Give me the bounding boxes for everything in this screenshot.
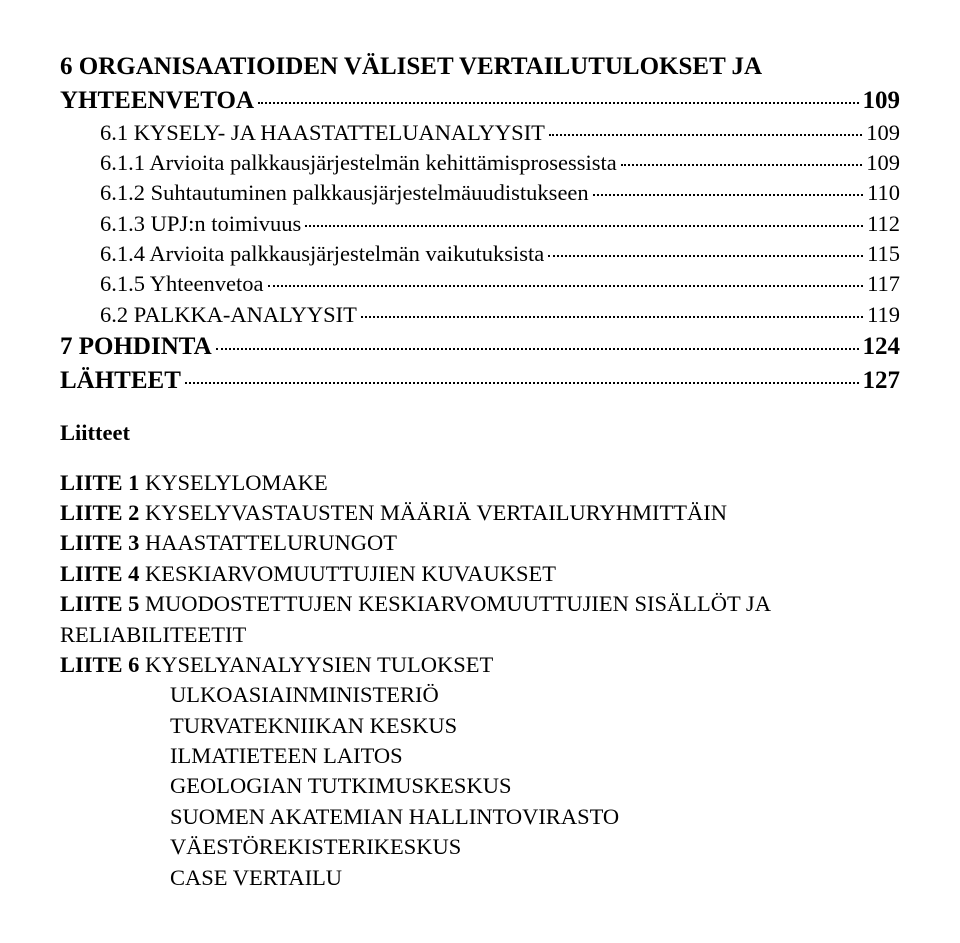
toc-label: 6 ORGANISAATIOIDEN VÄLISET VERTAILUTULOK… — [60, 50, 762, 84]
attachment-text: ULKOASIAINMINISTERIÖ — [170, 682, 439, 707]
attachment-line: GEOLOGIAN TUTKIMUSKESKUS — [60, 771, 900, 801]
toc-leader — [258, 102, 858, 104]
attachments-heading: Liitteet — [60, 420, 900, 446]
toc-page: 115 — [867, 239, 900, 269]
toc-row: YHTEENVETOA 109 — [60, 84, 900, 118]
attachment-text: ILMATIETEEN LAITOS — [170, 743, 403, 768]
attachment-text: VÄESTÖREKISTERIKESKUS — [170, 834, 461, 859]
attachment-line: TURVATEKNIIKAN KESKUS — [60, 711, 900, 741]
attachment-line: VÄESTÖREKISTERIKESKUS — [60, 832, 900, 862]
attachment-text: TURVATEKNIIKAN KESKUS — [170, 713, 457, 738]
toc-leader — [361, 316, 863, 318]
toc-leader — [621, 164, 862, 166]
attachment-prefix: LIITE 4 — [60, 561, 139, 586]
toc-page: 109 — [866, 118, 900, 148]
toc-page: 117 — [867, 269, 900, 299]
toc-leader — [216, 348, 859, 350]
toc-label: 6.1.5 Yhteenvetoa — [100, 269, 264, 299]
toc-row: 6 ORGANISAATIOIDEN VÄLISET VERTAILUTULOK… — [60, 50, 900, 84]
attachment-text: HAASTATTELURUNGOT — [139, 530, 397, 555]
attachment-line: ULKOASIAINMINISTERIÖ — [60, 680, 900, 710]
toc-page: 112 — [867, 209, 900, 239]
attachment-line: LIITE 3 HAASTATTELURUNGOT — [60, 528, 900, 558]
toc-page: 119 — [867, 300, 900, 330]
attachment-text: KYSELYLOMAKE — [139, 470, 327, 495]
attachment-text: KESKIARVOMUUTTUJIEN KUVAUKSET — [139, 561, 556, 586]
toc-leader — [185, 382, 859, 384]
toc-row: 6.1.4 Arvioita palkkausjärjestelmän vaik… — [60, 239, 900, 269]
attachment-text: MUODOSTETTUJEN KESKIARVOMUUTTUJIEN SISÄL… — [139, 591, 771, 616]
toc-page: 124 — [863, 330, 901, 364]
toc-label: 6.2 PALKKA-ANALYYSIT — [100, 300, 357, 330]
toc-label: LÄHTEET — [60, 364, 181, 398]
table-of-contents: 6 ORGANISAATIOIDEN VÄLISET VERTAILUTULOK… — [60, 50, 900, 398]
toc-row: LÄHTEET 127 — [60, 364, 900, 398]
attachment-line: ILMATIETEEN LAITOS — [60, 741, 900, 771]
attachment-line: LIITE 4 KESKIARVOMUUTTUJIEN KUVAUKSET — [60, 559, 900, 589]
attachment-text: SUOMEN AKATEMIAN HALLINTOVIRASTO — [170, 804, 619, 829]
attachment-line: LIITE 6 KYSELYANALYYSIEN TULOKSET — [60, 650, 900, 680]
toc-label: 6.1 KYSELY- JA HAASTATTELUANALYYSIT — [100, 118, 545, 148]
attachment-prefix: LIITE 3 — [60, 530, 139, 555]
toc-label: 7 POHDINTA — [60, 330, 212, 364]
toc-label: 6.1.2 Suhtautuminen palkkausjärjestelmäu… — [100, 178, 589, 208]
toc-row: 7 POHDINTA 124 — [60, 330, 900, 364]
attachment-text: KYSELYVASTAUSTEN MÄÄRIÄ VERTAILURYHMITTÄ… — [139, 500, 727, 525]
toc-leader — [549, 134, 862, 136]
attachment-text: RELIABILITEETIT — [60, 622, 246, 647]
attachment-text: CASE VERTAILU — [170, 865, 342, 890]
toc-page: 127 — [863, 364, 901, 398]
toc-page: 110 — [867, 178, 900, 208]
attachment-prefix: LIITE 1 — [60, 470, 139, 495]
toc-label: 6.1.3 UPJ:n toimivuus — [100, 209, 301, 239]
toc-label: 6.1.4 Arvioita palkkausjärjestelmän vaik… — [100, 239, 544, 269]
toc-label: 6.1.1 Arvioita palkkausjärjestelmän kehi… — [100, 148, 617, 178]
attachment-line: LIITE 2 KYSELYVASTAUSTEN MÄÄRIÄ VERTAILU… — [60, 498, 900, 528]
toc-label: YHTEENVETOA — [60, 84, 254, 118]
attachment-line: LIITE 5 MUODOSTETTUJEN KESKIARVOMUUTTUJI… — [60, 589, 900, 619]
attachment-line: RELIABILITEETIT — [60, 620, 900, 650]
toc-row: 6.2 PALKKA-ANALYYSIT 119 — [60, 300, 900, 330]
attachment-line: LIITE 1 KYSELYLOMAKE — [60, 468, 900, 498]
toc-leader — [593, 194, 863, 196]
attachment-prefix: LIITE 6 — [60, 652, 139, 677]
toc-leader — [548, 255, 863, 257]
toc-leader — [305, 225, 863, 227]
toc-page: 109 — [863, 84, 901, 118]
toc-row: 6.1.5 Yhteenvetoa 117 — [60, 269, 900, 299]
attachment-line: CASE VERTAILU — [60, 863, 900, 893]
attachment-text: GEOLOGIAN TUTKIMUSKESKUS — [170, 773, 511, 798]
attachment-text: KYSELYANALYYSIEN TULOKSET — [139, 652, 493, 677]
attachment-prefix: LIITE 5 — [60, 591, 139, 616]
toc-row: 6.1.1 Arvioita palkkausjärjestelmän kehi… — [60, 148, 900, 178]
toc-row: 6.1 KYSELY- JA HAASTATTELUANALYYSIT 109 — [60, 118, 900, 148]
attachment-line: SUOMEN AKATEMIAN HALLINTOVIRASTO — [60, 802, 900, 832]
toc-page: 109 — [866, 148, 900, 178]
attachment-prefix: LIITE 2 — [60, 500, 139, 525]
toc-leader — [268, 285, 864, 287]
attachments-list: LIITE 1 KYSELYLOMAKELIITE 2 KYSELYVASTAU… — [60, 468, 900, 893]
toc-row: 6.1.3 UPJ:n toimivuus 112 — [60, 209, 900, 239]
toc-row: 6.1.2 Suhtautuminen palkkausjärjestelmäu… — [60, 178, 900, 208]
